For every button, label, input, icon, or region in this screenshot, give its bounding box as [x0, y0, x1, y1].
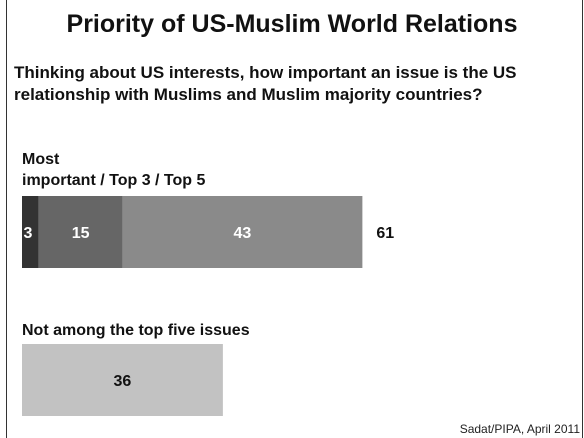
group-label-top5: Most important / Top 3 / Top 5 — [22, 149, 322, 191]
bar-value-label-0-2: 43 — [234, 225, 252, 242]
bar-segment-1-0 — [22, 344, 223, 416]
bar-segment-0-2 — [122, 196, 363, 268]
bar-value-label-0-1: 15 — [72, 225, 90, 242]
bar-value-label-0-0: 3 — [24, 225, 33, 242]
group-label-not-top5: Not among the top five issues — [22, 322, 250, 339]
bar-total-label-0: 61 — [376, 225, 394, 242]
chart-frame — [6, 0, 583, 438]
bar-segment-0-0 — [22, 196, 39, 268]
chart-title: Priority of US-Muslim World Relations — [66, 10, 518, 38]
bar-value-label-1-0: 36 — [114, 373, 132, 390]
survey-question: Thinking about US interests, how importa… — [14, 63, 517, 104]
bar-segment-0-1 — [38, 196, 123, 268]
group-label-line2: important / Top 3 / Top 5 — [22, 172, 206, 189]
group-label-line1: Most — [22, 151, 60, 168]
source-note: Sadat/PIPA, April 2011 — [459, 422, 580, 436]
